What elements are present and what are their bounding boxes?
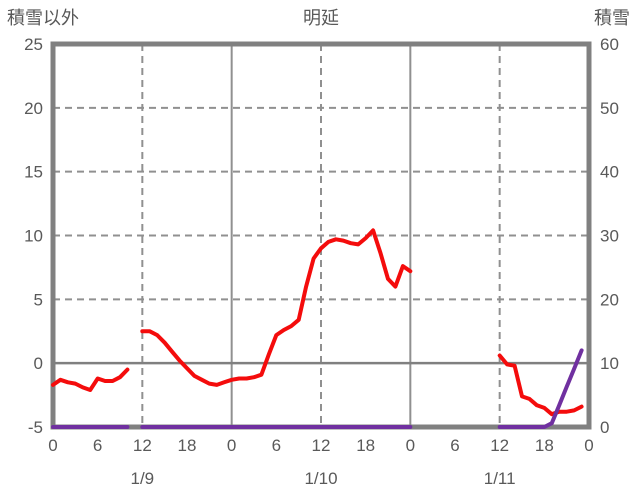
temperature-line-segment [51, 367, 130, 392]
x-axis-hour-label: 6 [450, 436, 459, 455]
right-axis-title: 積雪 [594, 8, 630, 28]
chart-title: 明延 [303, 8, 339, 28]
right-axis-tick-label: 60 [600, 35, 619, 54]
x-axis-hour-label: 18 [356, 436, 375, 455]
right-axis-tick-label: 50 [600, 99, 619, 118]
left-axis-tick-label: 15 [24, 163, 43, 182]
x-axis-hour-label: 0 [406, 436, 415, 455]
right-axis-tick-label: 0 [600, 418, 609, 437]
x-axis-hour-label: 6 [93, 436, 102, 455]
left-axis-tick-label: 10 [24, 227, 43, 246]
x-axis-hour-label: 12 [133, 436, 152, 455]
left-axis-title: 積雪以外 [7, 8, 79, 28]
right-axis-tick-label: 40 [600, 163, 619, 182]
left-axis-tick-label: -5 [28, 418, 43, 437]
x-axis-hour-label: 12 [490, 436, 509, 455]
temperature-line-segment [140, 228, 413, 387]
left-axis-tick-label: 0 [34, 354, 43, 373]
right-axis-tick-label: 30 [600, 227, 619, 246]
x-axis-day-label: 1/10 [304, 469, 337, 488]
x-axis-day-label: 1/9 [131, 469, 155, 488]
temperature-line-segment [497, 353, 584, 417]
x-axis-hour-label: 6 [272, 436, 281, 455]
x-axis-hour-label: 18 [535, 436, 554, 455]
x-axis-hour-label: 0 [584, 436, 593, 455]
left-axis-tick-label: 25 [24, 35, 43, 54]
x-axis-day-label: 1/11 [484, 469, 516, 488]
x-axis-hour-label: 18 [178, 436, 197, 455]
right-axis-tick-label: 20 [600, 290, 619, 309]
x-axis-hour-label: 0 [227, 436, 236, 455]
x-axis-hour-label: 12 [312, 436, 331, 455]
snow_depth-line-segment [497, 348, 584, 429]
left-axis-tick-label: 20 [24, 99, 43, 118]
x-axis-hour-label: 0 [48, 436, 57, 455]
left-axis-tick-label: 5 [34, 290, 43, 309]
right-axis-tick-label: 10 [600, 354, 619, 373]
